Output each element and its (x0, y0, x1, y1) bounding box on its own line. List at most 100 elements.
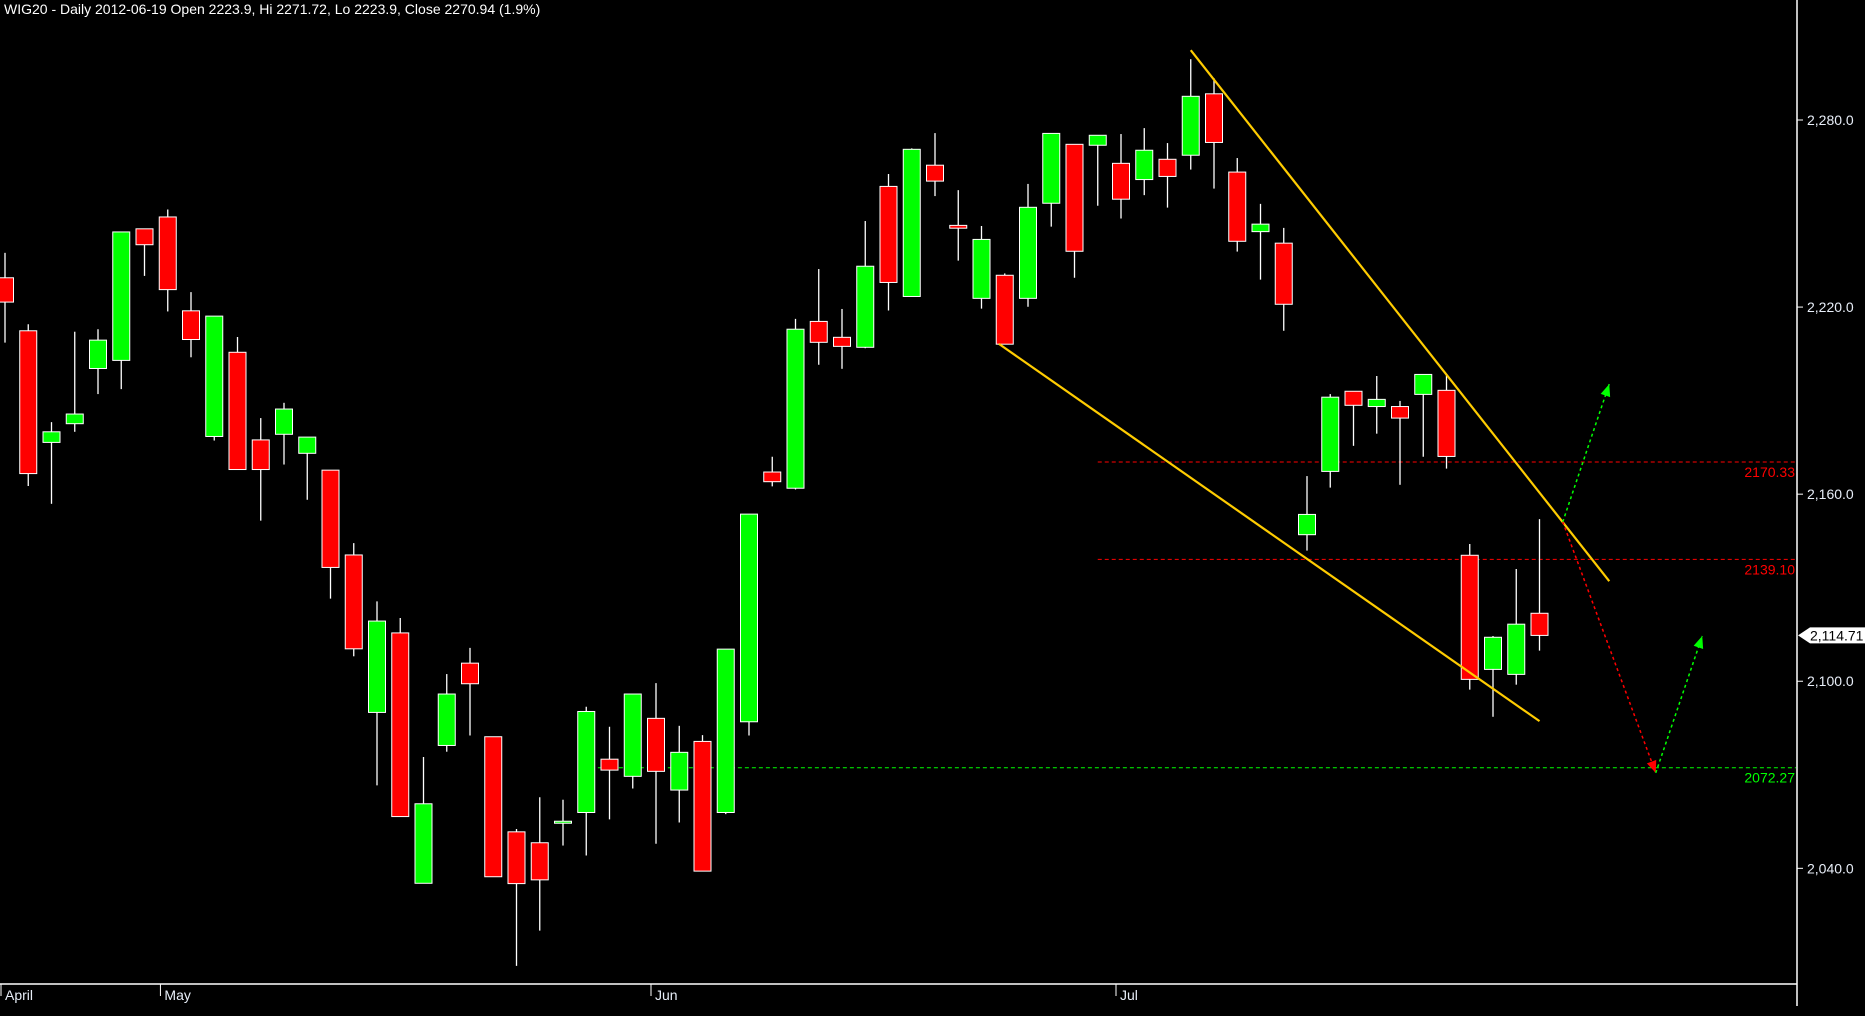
projection-arrow-line (1562, 521, 1657, 774)
candle-down[interactable] (1530, 519, 1549, 651)
month-label: April (5, 987, 33, 1003)
candle-down[interactable] (251, 418, 270, 521)
candle-up[interactable] (1321, 394, 1340, 488)
candle-up[interactable] (1251, 203, 1270, 280)
candle-body (344, 554, 363, 650)
candle-up[interactable] (554, 799, 572, 846)
month-label: May (164, 987, 190, 1003)
candle-body (368, 620, 386, 713)
candle-down[interactable] (182, 292, 200, 358)
candle-up[interactable] (1181, 59, 1200, 170)
candle-down[interactable] (647, 683, 665, 844)
candle-down[interactable] (1437, 374, 1456, 469)
candle-down[interactable] (344, 543, 363, 657)
candle-body (461, 662, 479, 685)
candle-up[interactable] (368, 601, 386, 786)
candle-up[interactable] (1042, 132, 1061, 227)
candle-body (89, 339, 107, 370)
candle-down[interactable] (1065, 143, 1084, 278)
candle-up[interactable] (1484, 636, 1502, 717)
candle-up[interactable] (740, 513, 758, 736)
candle-up[interactable] (1088, 134, 1107, 206)
candle-down[interactable] (1460, 544, 1479, 690)
arrowhead-icon (1693, 636, 1704, 649)
candle-down[interactable] (158, 209, 177, 312)
candle-body (275, 408, 293, 435)
candle-down[interactable] (809, 269, 828, 365)
candle-up[interactable] (298, 436, 317, 500)
candle-body (716, 648, 735, 814)
candle-body (507, 831, 526, 885)
candle-down[interactable] (19, 324, 38, 487)
candle-body (1274, 242, 1293, 305)
candle-up[interactable] (89, 329, 107, 395)
candle-body (1437, 389, 1456, 457)
candle-up[interactable] (623, 693, 642, 789)
candle-down[interactable] (1112, 134, 1130, 219)
candle-down[interactable] (1391, 400, 1409, 485)
y-tick-label: 2,220.0 (1807, 299, 1854, 315)
candle-down[interactable] (763, 456, 782, 487)
candle-body (949, 224, 968, 229)
candle-body (112, 231, 131, 361)
candle-up[interactable] (1507, 568, 1526, 685)
candle-down[interactable] (135, 228, 154, 276)
candle-body (1205, 93, 1223, 143)
candle-down[interactable] (321, 469, 340, 599)
candle-down[interactable] (600, 726, 619, 820)
candle-down[interactable] (391, 617, 410, 818)
candle-up[interactable] (670, 725, 689, 823)
candle-body (995, 274, 1014, 345)
candle-up[interactable] (902, 148, 921, 297)
candle-down[interactable] (1205, 78, 1223, 189)
candle-up[interactable] (42, 422, 61, 504)
candle-down[interactable] (995, 273, 1014, 345)
candle-down[interactable] (1274, 227, 1293, 331)
candle-down[interactable] (1228, 158, 1247, 252)
candle-body (1181, 95, 1200, 156)
candle-body (1112, 162, 1130, 200)
candle-down[interactable] (949, 190, 968, 261)
candle-up[interactable] (1298, 476, 1316, 551)
candle-up[interactable] (1367, 375, 1386, 434)
candle-down[interactable] (1344, 390, 1363, 446)
candle-up[interactable] (414, 757, 433, 884)
candle-body (0, 277, 14, 303)
candle-down[interactable] (484, 736, 503, 878)
candle-up[interactable] (786, 318, 805, 490)
last-price-marker (1798, 627, 1865, 644)
candle-body (972, 238, 991, 299)
candle-up[interactable] (112, 231, 131, 390)
candle-body (902, 148, 921, 297)
candle-down[interactable] (879, 173, 898, 311)
candle-down[interactable] (0, 252, 14, 343)
candle-down[interactable] (228, 337, 247, 471)
candle-down[interactable] (926, 133, 944, 197)
candle-up[interactable] (1135, 128, 1154, 196)
candle-up[interactable] (1414, 373, 1433, 457)
candle-down[interactable] (1158, 143, 1177, 208)
candle-body (1251, 223, 1270, 233)
month-label: Jun (655, 987, 678, 1003)
candle-body (623, 693, 642, 777)
candle-up[interactable] (275, 402, 293, 465)
candle-body (19, 330, 38, 475)
candle-up[interactable] (65, 331, 84, 432)
candle-down[interactable] (461, 647, 479, 736)
candle-down[interactable] (833, 308, 851, 369)
candle-body (1321, 396, 1340, 472)
candle-up[interactable] (1019, 183, 1037, 307)
candle-up[interactable] (972, 226, 991, 309)
candle-up[interactable] (716, 648, 735, 815)
candle-down[interactable] (530, 797, 549, 931)
candle-down[interactable] (693, 735, 712, 872)
candle-up[interactable] (205, 315, 224, 441)
candle-up[interactable] (437, 674, 456, 752)
level-label: 2139.10 (1744, 561, 1795, 577)
candle-up[interactable] (577, 706, 596, 856)
candle-down[interactable] (507, 829, 526, 966)
candle-body (1065, 143, 1084, 252)
candle-up[interactable] (856, 221, 875, 349)
candle-body (1228, 171, 1247, 242)
